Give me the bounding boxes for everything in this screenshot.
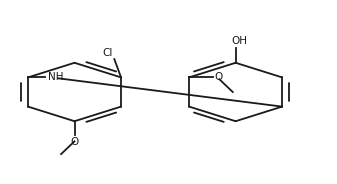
Text: NH: NH xyxy=(48,72,64,82)
Text: Cl: Cl xyxy=(102,48,113,58)
Text: O: O xyxy=(70,137,79,147)
Text: O: O xyxy=(214,72,222,82)
Text: OH: OH xyxy=(231,36,247,46)
